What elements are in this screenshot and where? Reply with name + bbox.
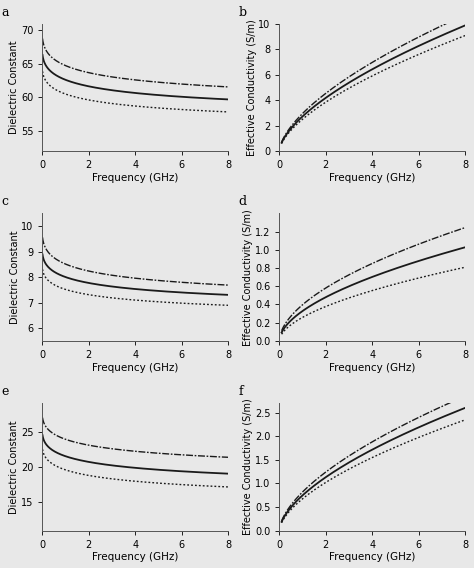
X-axis label: Frequency (GHz): Frequency (GHz) [329, 362, 416, 373]
Text: a: a [1, 6, 9, 19]
X-axis label: Frequency (GHz): Frequency (GHz) [329, 553, 416, 562]
Y-axis label: Dielectric Constant: Dielectric Constant [9, 231, 19, 324]
Y-axis label: Dielectric Constant: Dielectric Constant [9, 40, 19, 134]
Y-axis label: Dielectric Constant: Dielectric Constant [9, 420, 19, 514]
Text: c: c [1, 195, 9, 208]
Y-axis label: Effective Conductivity (S/m): Effective Conductivity (S/m) [243, 399, 254, 536]
Text: e: e [1, 385, 9, 398]
Text: f: f [238, 385, 243, 398]
X-axis label: Frequency (GHz): Frequency (GHz) [92, 173, 179, 183]
X-axis label: Frequency (GHz): Frequency (GHz) [329, 173, 416, 183]
Text: b: b [238, 6, 246, 19]
X-axis label: Frequency (GHz): Frequency (GHz) [92, 553, 179, 562]
Y-axis label: Effective Conductivity (S/m): Effective Conductivity (S/m) [244, 209, 254, 345]
Text: d: d [238, 195, 246, 208]
X-axis label: Frequency (GHz): Frequency (GHz) [92, 362, 179, 373]
Y-axis label: Effective Conductivity (S/m): Effective Conductivity (S/m) [246, 19, 256, 156]
